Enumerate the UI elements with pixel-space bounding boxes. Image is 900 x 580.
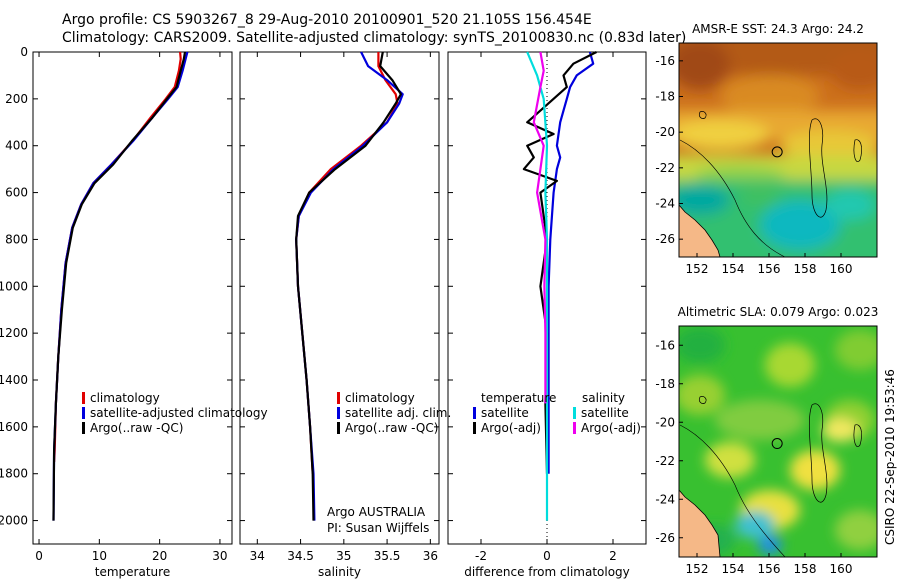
sla-heatmap-field [679, 326, 877, 557]
salinity-climatology-legend-swatch [337, 392, 340, 404]
difference-x-tick-label: 0 [543, 549, 551, 563]
sla-map-lat-tick-label: -24 [655, 492, 675, 506]
diff-temperature-satellite-legend-swatch [473, 407, 476, 419]
sst-map-lon-tick-label: 160 [830, 262, 853, 276]
difference-profile-panel: -2 0 2 difference from climatology temperatu… [447, 51, 647, 579]
depth-tick-label: 800 [5, 232, 28, 246]
depth-tick-label: 2000 [0, 514, 28, 528]
difference-series-line [522, 51, 597, 474]
sst-map-lat-tick-label: -22 [655, 161, 675, 175]
pi-label: PI: Susan Wijffels [327, 521, 429, 535]
diff-salinity-argo-legend-swatch [573, 422, 576, 434]
sst-map-lon-tick-label: 158 [794, 262, 817, 276]
sst-map-lon-tick-label: 154 [722, 262, 745, 276]
sst-map-lat-tick-label: -20 [655, 125, 675, 139]
figure-title-line2: Climatology: CARS2009. Satellite-adjuste… [62, 30, 686, 46]
salinity-x-tick-label: 34 [250, 549, 265, 563]
depth-tick-label: 1600 [0, 420, 28, 434]
depth-tick-label: 0 [20, 45, 28, 59]
diff-temperature-satellite-legend-label: satellite [481, 406, 529, 420]
sla-map-lon-tick-label: 152 [686, 562, 709, 576]
sst-map-lat-tick-label: -26 [655, 232, 675, 246]
salinity-axes-box [239, 51, 440, 545]
temperature-axes-box [32, 51, 233, 545]
salinity-argo-legend-swatch [337, 422, 340, 434]
sst-map-panel: AMSR-E SST: 24.3 Argo: 24.2 [655, 22, 878, 276]
temperature-x-tick-label: 20 [152, 549, 167, 563]
difference-x-tick-label: -2 [475, 549, 487, 563]
sst-map-lat-tick-label: -18 [655, 90, 675, 104]
depth-tick-label: 1800 [0, 467, 28, 481]
diff-legend-salinity-title: salinity [582, 391, 625, 405]
diff-salinity-argo-legend-label: Argo(-adj) [581, 421, 641, 435]
salinity-x-tick-label: 35 [336, 549, 351, 563]
temperature-climatology-legend-swatch [82, 392, 85, 404]
depth-tick-label: 1000 [0, 279, 28, 293]
depth-tick-label: 600 [5, 186, 28, 200]
diff-temperature-argo-legend-swatch [473, 422, 476, 434]
temperature-series-line [52, 51, 189, 521]
temperature-x-tick-label: 30 [212, 549, 227, 563]
salinity-x-tick-label: 36 [423, 549, 438, 563]
salinity-satellite-legend-swatch [337, 407, 340, 419]
float-owner-label: Argo AUSTRALIA [327, 505, 426, 519]
difference-x-axis-label: difference from climatology [464, 565, 630, 579]
sla-map-lat-tick-label: -16 [655, 338, 675, 352]
salinity-series-line [295, 51, 402, 521]
sla-map-lat-tick-label: -22 [655, 454, 675, 468]
sla-map-lon-tick-label: 156 [758, 562, 781, 576]
sst-map-lat-tick-label: -24 [655, 197, 675, 211]
temperature-satellite-legend-swatch [82, 407, 85, 419]
diff-salinity-satellite-legend-label: satellite [581, 406, 629, 420]
depth-tick-label: 1400 [0, 373, 28, 387]
depth-tick-label: 200 [5, 92, 28, 106]
salinity-satellite-legend-label: satellite adj. clim. [345, 406, 451, 420]
diff-legend-temperature-title: temperature [481, 391, 556, 405]
temperature-series-line [52, 51, 187, 521]
depth-tick-label: 1200 [0, 326, 28, 340]
sla-map-lat-tick-label: -18 [655, 377, 675, 391]
temperature-satellite-legend-label: satellite-adjusted climatology [90, 406, 268, 420]
temperature-argo-legend-label: Argo(..raw -QC) [90, 421, 183, 435]
sla-map-lon-tick-label: 158 [794, 562, 817, 576]
temperature-x-axis-label: temperature [95, 565, 170, 579]
difference-series-line [547, 51, 595, 474]
sst-map-lon-tick-label: 156 [758, 262, 781, 276]
figure-title-line1: Argo profile: CS 5903267_8 29-Aug-2010 2… [62, 12, 592, 28]
sla-map-lon-tick-label: 154 [722, 562, 745, 576]
sla-map-panel: Altimetric SLA: 0.079 Argo: 0.023 [655, 305, 879, 576]
salinity-x-axis-label: salinity [318, 565, 361, 579]
temperature-climatology-legend-label: climatology [90, 391, 160, 405]
sla-argo-position-marker [771, 438, 783, 450]
sst-argo-position-marker [771, 146, 783, 158]
salinity-argo-legend-label: Argo(..raw -QC) [345, 421, 438, 435]
sst-heatmap-field [679, 43, 877, 257]
sla-map-lon-tick-label: 160 [830, 562, 853, 576]
sla-map-title: Altimetric SLA: 0.079 Argo: 0.023 [678, 305, 879, 319]
salinity-profile-panel: 34 34.5 35 35.5 36 salinity climatologysatelli… [239, 51, 451, 579]
diff-temperature-argo-legend-label: Argo(-adj) [481, 421, 541, 435]
coastline-land [679, 204, 721, 257]
sst-map-title: AMSR-E SST: 24.3 Argo: 24.2 [692, 22, 864, 36]
difference-series-line [532, 51, 547, 404]
sst-map-lat-tick-label: -16 [655, 54, 675, 68]
temperature-argo-legend-swatch [82, 422, 85, 434]
diff-salinity-satellite-legend-swatch [573, 407, 576, 419]
sla-map-lat-tick-label: -20 [655, 415, 675, 429]
sla-map-lat-tick-label: -26 [655, 531, 675, 545]
salinity-x-tick-label: 34.5 [287, 549, 314, 563]
temperature-x-tick-label: 0 [35, 549, 43, 563]
temperature-x-tick-label: 10 [92, 549, 107, 563]
salinity-climatology-legend-label: climatology [345, 391, 415, 405]
salinity-x-tick-label: 35.5 [374, 549, 401, 563]
temperature-profile-panel: 0 200 400 600 800 1000 1200 1400 1600 1800 2000 0 10… [0, 45, 268, 579]
credit-label: CSIRO 22-Sep-2010 19:53:46 [883, 369, 897, 545]
difference-series-line [526, 51, 549, 521]
difference-x-tick-label: 2 [609, 549, 617, 563]
sst-map-lon-tick-label: 152 [686, 262, 709, 276]
depth-tick-label: 400 [5, 139, 28, 153]
